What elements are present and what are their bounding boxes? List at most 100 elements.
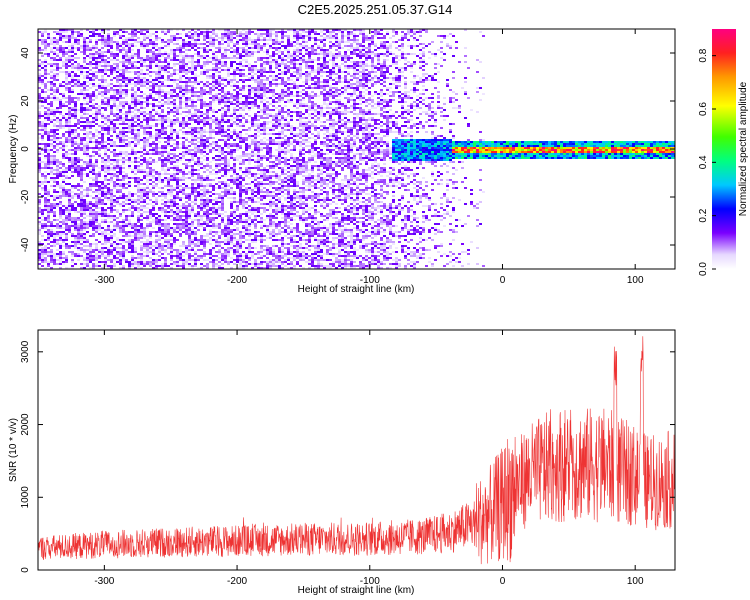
heatmap-cell bbox=[110, 73, 113, 75]
heatmap-cell bbox=[71, 187, 74, 189]
heatmap-cell bbox=[110, 141, 113, 143]
heatmap-cell bbox=[56, 259, 59, 261]
heatmap-cell bbox=[236, 73, 239, 75]
heatmap-cell bbox=[38, 231, 41, 233]
heatmap-cell bbox=[53, 219, 56, 221]
heatmap-cell bbox=[137, 217, 140, 219]
heatmap-cell bbox=[233, 237, 236, 239]
heatmap-cell bbox=[143, 229, 146, 231]
heatmap-cell bbox=[59, 35, 62, 37]
heatmap-cell bbox=[110, 215, 113, 217]
heatmap-cell bbox=[125, 111, 128, 113]
heatmap-cell bbox=[125, 177, 128, 179]
heatmap-cell bbox=[167, 41, 170, 43]
heatmap-cell bbox=[128, 233, 131, 235]
heatmap-cell bbox=[176, 93, 179, 95]
heatmap-cell bbox=[71, 97, 74, 99]
heatmap-cell bbox=[218, 99, 221, 101]
heatmap-cell bbox=[89, 65, 92, 67]
heatmap-cell bbox=[71, 107, 74, 109]
heatmap-cell bbox=[167, 113, 170, 115]
heatmap-cell bbox=[116, 261, 119, 263]
heatmap-cell bbox=[47, 97, 50, 99]
heatmap-cell bbox=[176, 159, 179, 161]
heatmap-cell bbox=[101, 125, 104, 127]
heatmap-cell bbox=[203, 37, 206, 39]
heatmap-cell bbox=[230, 143, 233, 145]
heatmap-cell bbox=[140, 193, 143, 195]
heatmap-cell bbox=[80, 115, 83, 117]
heatmap-cell bbox=[182, 219, 185, 221]
heatmap-cell bbox=[200, 199, 203, 201]
heatmap-cell bbox=[140, 63, 143, 65]
heatmap-cell bbox=[194, 91, 197, 93]
heatmap-cell bbox=[191, 193, 194, 195]
heatmap-cell bbox=[197, 37, 200, 39]
heatmap-cell bbox=[233, 131, 236, 133]
heatmap-cell bbox=[47, 43, 50, 45]
heatmap-cell bbox=[47, 219, 50, 221]
heatmap-cell bbox=[191, 231, 194, 233]
heatmap-cell bbox=[122, 151, 125, 153]
heatmap-cell bbox=[206, 223, 209, 225]
heatmap-cell bbox=[215, 207, 218, 209]
heatmap-cell bbox=[50, 205, 53, 207]
heatmap-cell bbox=[158, 251, 161, 253]
heatmap-cell bbox=[89, 165, 92, 167]
heatmap-cell bbox=[143, 251, 146, 253]
heatmap-cell bbox=[233, 157, 236, 159]
heatmap-cell bbox=[197, 141, 200, 143]
heatmap-cell bbox=[95, 89, 98, 91]
heatmap-cell bbox=[95, 199, 98, 201]
heatmap-cell bbox=[197, 169, 200, 171]
heatmap-cell bbox=[173, 119, 176, 121]
heatmap-cell bbox=[218, 267, 221, 269]
heatmap-cell bbox=[116, 107, 119, 109]
heatmap-cell bbox=[68, 205, 71, 207]
heatmap-cell bbox=[98, 107, 101, 109]
heatmap-cell bbox=[176, 177, 179, 179]
heatmap-cell bbox=[38, 221, 41, 223]
heatmap-cell bbox=[152, 195, 155, 197]
heatmap-cell bbox=[92, 209, 95, 211]
heatmap-cell bbox=[206, 109, 209, 111]
heatmap-cell bbox=[173, 187, 176, 189]
heatmap-cell bbox=[182, 227, 185, 229]
heatmap-cell bbox=[56, 183, 59, 185]
heatmap-cell bbox=[167, 77, 170, 79]
heatmap-cell bbox=[182, 95, 185, 97]
heatmap-cell bbox=[122, 107, 125, 109]
heatmap-cell bbox=[137, 233, 140, 235]
heatmap-cell bbox=[173, 121, 176, 123]
heatmap-cell bbox=[200, 129, 203, 131]
heatmap-cell bbox=[158, 181, 161, 183]
heatmap-cell bbox=[215, 33, 218, 35]
heatmap-cell bbox=[227, 145, 230, 147]
heatmap-cell bbox=[191, 77, 194, 79]
heatmap-cell bbox=[68, 267, 71, 269]
heatmap-cell bbox=[185, 207, 188, 209]
heatmap-cell bbox=[89, 183, 92, 185]
heatmap-cell bbox=[116, 197, 119, 199]
heatmap-cell bbox=[131, 49, 134, 51]
heatmap-cell bbox=[206, 153, 209, 155]
heatmap-cell bbox=[209, 97, 212, 99]
heatmap-cell bbox=[89, 225, 92, 227]
heatmap-cell bbox=[215, 141, 218, 143]
heatmap-cell bbox=[74, 221, 77, 223]
heatmap-cell bbox=[107, 69, 110, 71]
heatmap-cell bbox=[71, 267, 74, 269]
heatmap-cell bbox=[101, 267, 104, 269]
heatmap-cell bbox=[104, 163, 107, 165]
heatmap-cell bbox=[95, 211, 98, 213]
heatmap-cell bbox=[134, 117, 137, 119]
heatmap-cell bbox=[86, 121, 89, 123]
heatmap-cell bbox=[161, 105, 164, 107]
heatmap-cell bbox=[44, 125, 47, 127]
heatmap-cell bbox=[173, 81, 176, 83]
heatmap-cell bbox=[116, 135, 119, 137]
heatmap-cell bbox=[74, 111, 77, 113]
heatmap-cell bbox=[194, 119, 197, 121]
heatmap-cell bbox=[227, 171, 230, 173]
heatmap-cell bbox=[209, 137, 212, 139]
